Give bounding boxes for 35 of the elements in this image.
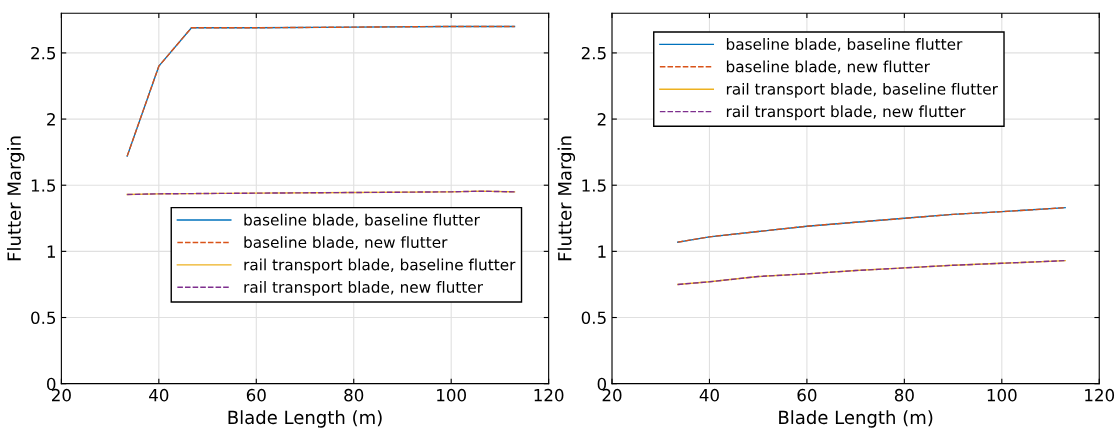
x-tick-label: 40: [699, 388, 719, 402]
x-tick-label: 40: [149, 388, 169, 402]
x-axis-title: Blade Length (m): [228, 410, 382, 428]
y-tick-label: 0.5: [581, 311, 606, 325]
legend-label: rail transport blade, baseline flutter: [726, 82, 998, 98]
legend-label: baseline blade, baseline flutter: [726, 38, 963, 52]
y-tick-label: 1: [47, 245, 55, 258]
x-axis-title: Blade Length (m): [779, 410, 933, 428]
y-tick-label: 2.5: [581, 46, 606, 60]
line-series: [677, 259, 1066, 286]
y-axis-title: Flutter Margin: [6, 136, 25, 261]
x-tick-label: 100: [987, 388, 1017, 402]
legend-label: baseline blade, baseline flutter: [244, 213, 480, 228]
y-tick-label: 1.5: [31, 179, 56, 192]
y-tick-label: 2: [597, 113, 606, 126]
y-tick-label: 0.5: [31, 311, 56, 325]
legend-label: rail transport blade, new flutter: [726, 105, 966, 121]
legend-label: rail transport blade, new flutter: [244, 281, 483, 296]
legend-label: baseline blade, new flutter: [244, 236, 448, 250]
x-tick-label: 60: [797, 388, 817, 402]
x-tick-label: 120: [1085, 388, 1115, 402]
x-tick-label: 80: [894, 388, 914, 402]
y-tick-label: 1: [598, 245, 606, 258]
y-tick-label: 2: [47, 113, 55, 126]
x-tick-label: 100: [437, 388, 466, 402]
line-series: [677, 207, 1066, 243]
legend-label: rail transport blade, baseline flutter: [244, 258, 516, 274]
y-tick-label: 1.5: [582, 179, 606, 192]
x-tick-label: 80: [344, 388, 364, 402]
line-series: [126, 25, 516, 157]
y-tick-label: 2.5: [31, 46, 56, 60]
x-tick-label: 60: [246, 388, 266, 402]
x-tick-label: 120: [534, 388, 564, 402]
legend-label: baseline blade, new flutter: [726, 60, 930, 74]
y-axis-title: Flutter Margin: [557, 136, 576, 261]
